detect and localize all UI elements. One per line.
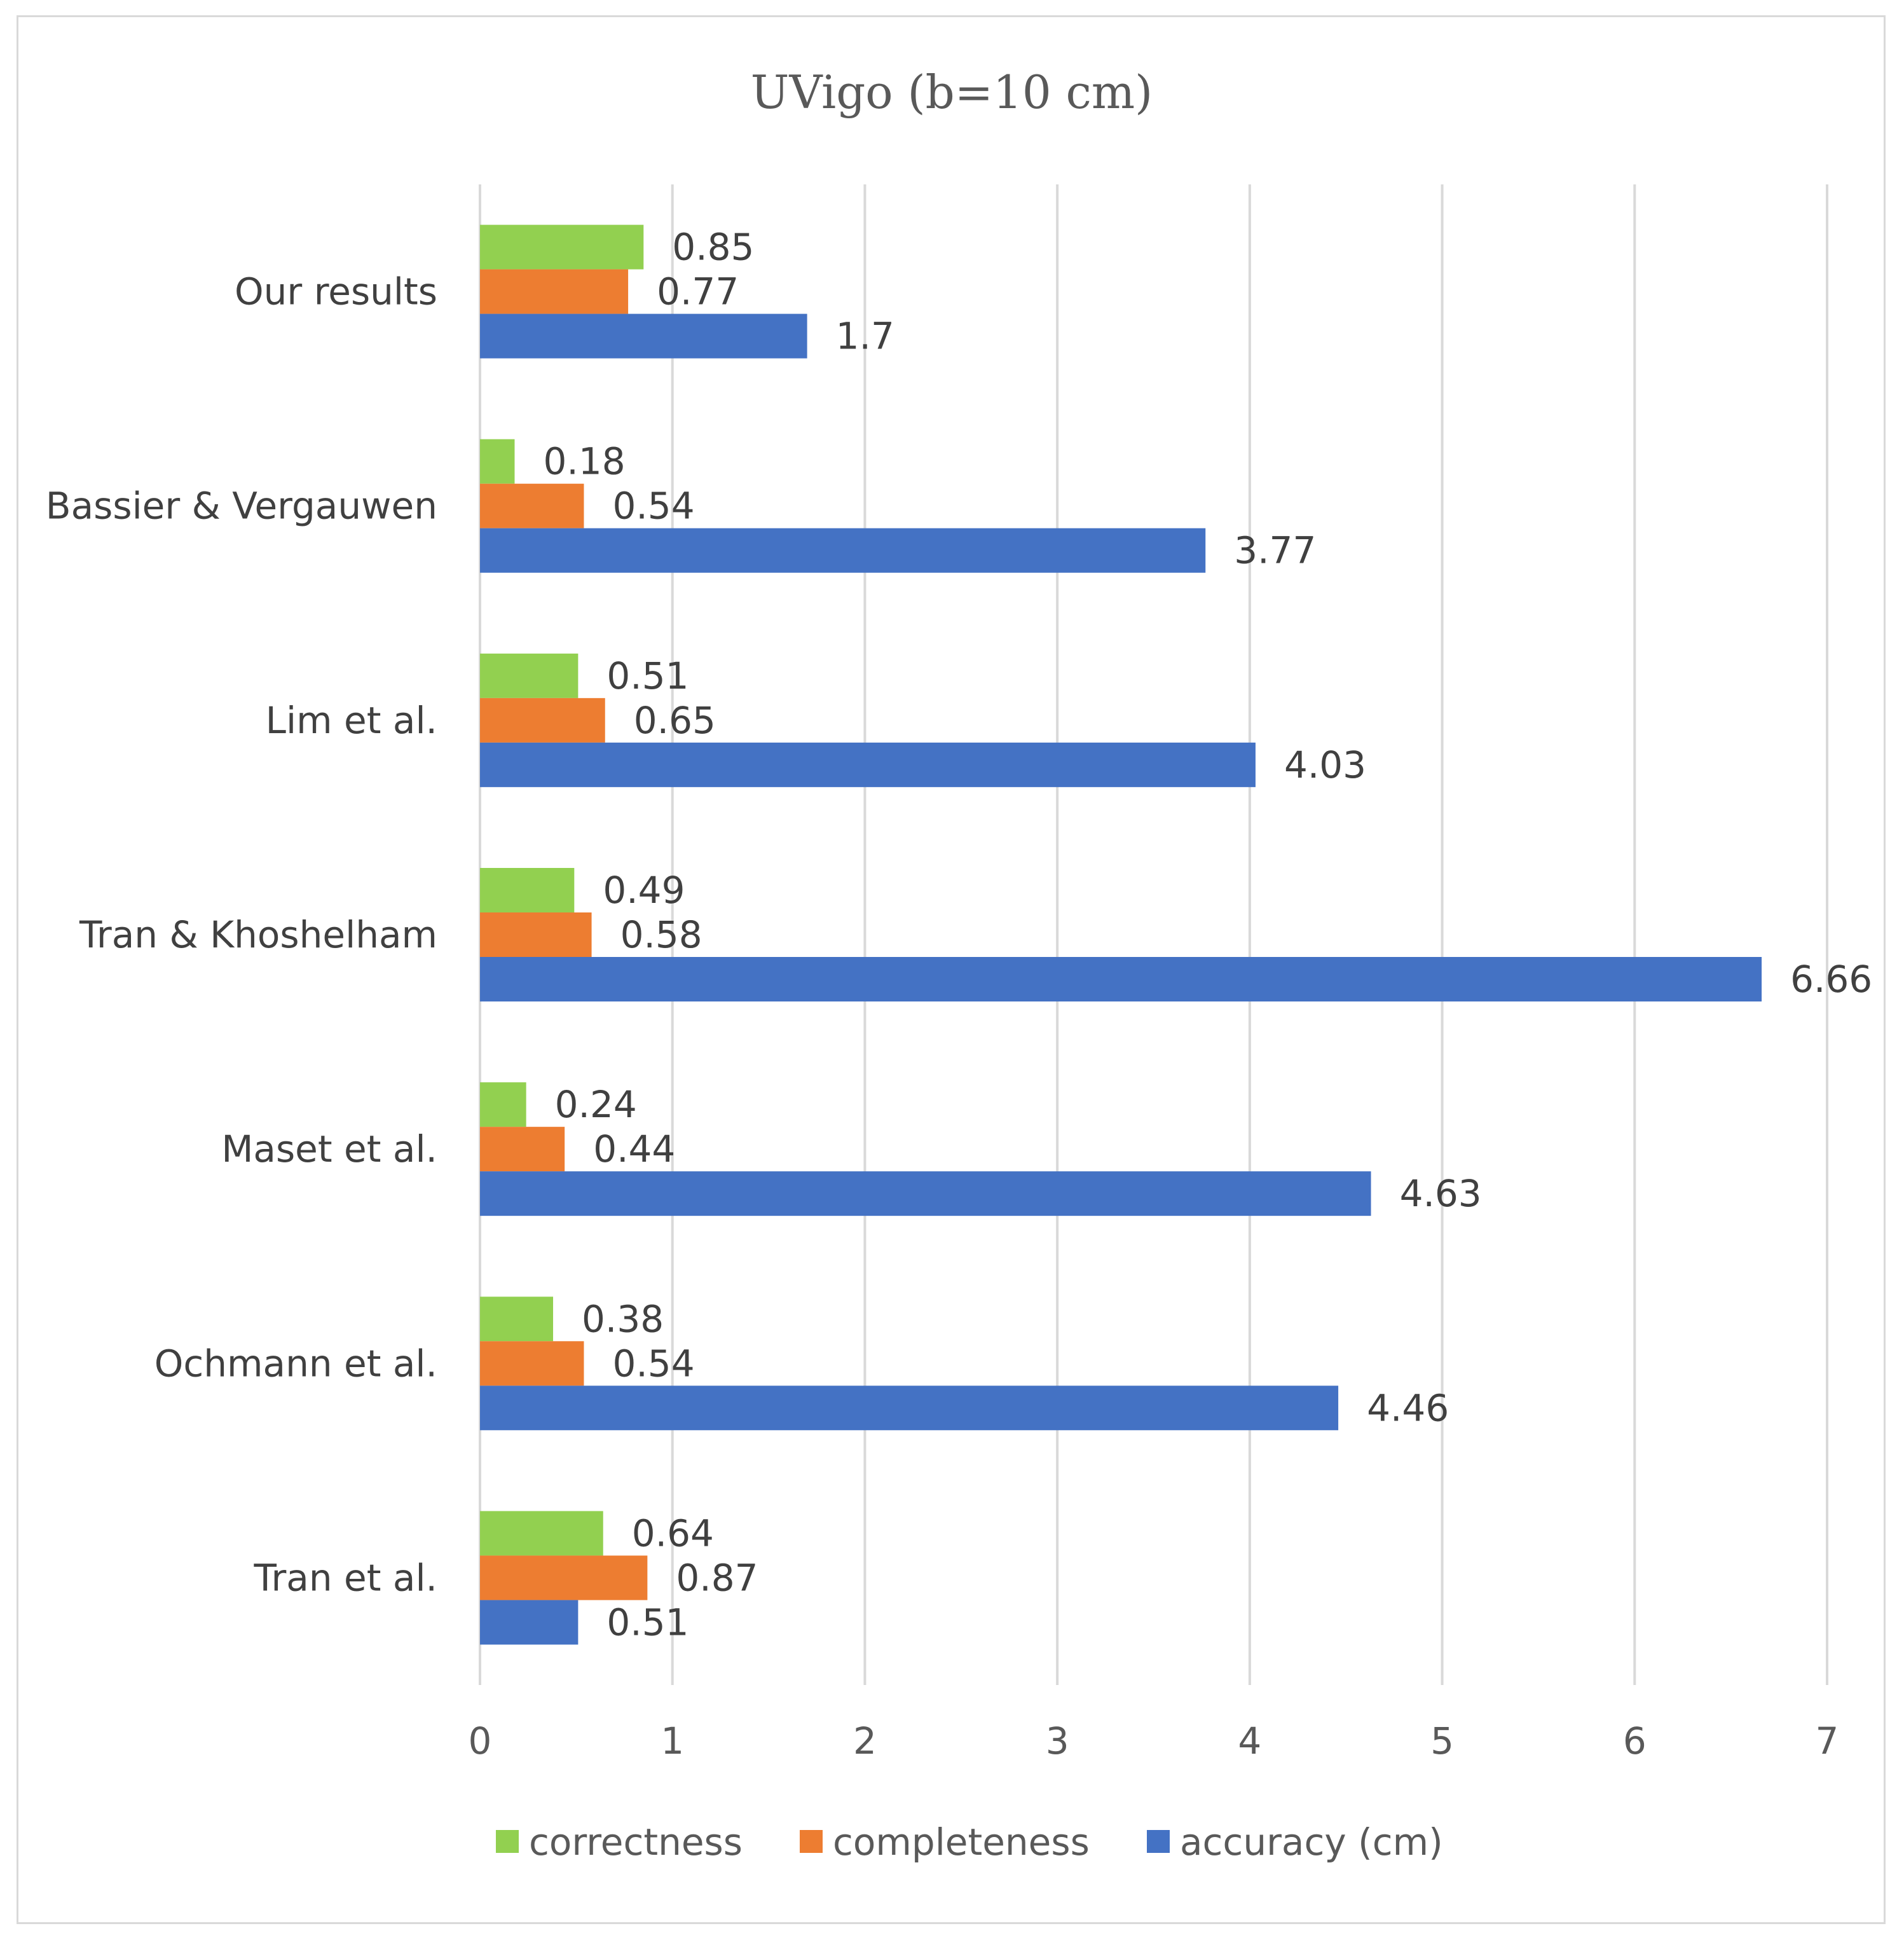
bar-accuracy-cm-maset-et-al xyxy=(480,1171,1371,1216)
bar-completeness-our-results xyxy=(480,269,629,314)
category-label-tran-khoshelham: Tran & Khoshelham xyxy=(79,913,437,956)
value-label-completeness-ochmann-et-al: 0.54 xyxy=(612,1342,694,1385)
x-tick-5: 5 xyxy=(1430,1719,1454,1763)
value-label-correctness-ochmann-et-al: 0.38 xyxy=(582,1297,664,1340)
legend-swatch-correctness xyxy=(496,1830,519,1853)
category-label-lim-et-al: Lim et al. xyxy=(266,699,437,742)
value-label-correctness-tran-et-al: 0.64 xyxy=(632,1511,714,1555)
value-label-correctness-bassier-vergauwen: 0.18 xyxy=(543,440,625,483)
value-labels: 0.850.771.70.180.543.770.510.654.030.490… xyxy=(543,226,1872,1644)
value-label-completeness-tran-et-al: 0.87 xyxy=(676,1556,758,1599)
legend-label-correctness: correctness xyxy=(529,1820,743,1864)
x-tick-7: 7 xyxy=(1816,1719,1839,1763)
category-label-tran-et-al: Tran et al. xyxy=(254,1556,437,1599)
value-label-accuracy-cm-ochmann-et-al: 4.46 xyxy=(1367,1386,1449,1429)
bar-correctness-lim-et-al xyxy=(480,653,579,698)
value-label-completeness-our-results: 0.77 xyxy=(657,270,739,313)
value-label-correctness-maset-et-al: 0.24 xyxy=(555,1083,637,1126)
legend-label-accuracy-cm: accuracy (cm) xyxy=(1180,1820,1443,1864)
legend-swatch-completeness xyxy=(800,1830,823,1853)
value-label-accuracy-cm-tran-khoshelham: 6.66 xyxy=(1790,958,1872,1001)
x-tick-3: 3 xyxy=(1046,1719,1069,1763)
x-tick-1: 1 xyxy=(661,1719,684,1763)
value-label-completeness-bassier-vergauwen: 0.54 xyxy=(612,485,694,528)
bar-completeness-maset-et-al xyxy=(480,1127,565,1172)
bar-accuracy-cm-tran-et-al xyxy=(480,1600,579,1645)
bar-completeness-bassier-vergauwen xyxy=(480,483,584,528)
x-tick-0: 0 xyxy=(469,1719,492,1763)
bar-correctness-bassier-vergauwen xyxy=(480,439,515,484)
bar-correctness-tran-et-al xyxy=(480,1511,603,1556)
category-label-maset-et-al: Maset et al. xyxy=(221,1127,437,1171)
value-label-accuracy-cm-our-results: 1.7 xyxy=(836,315,894,358)
bar-correctness-tran-khoshelham xyxy=(480,868,575,912)
chart-title: UVigo (b=10 cm) xyxy=(751,65,1153,119)
value-label-accuracy-cm-bassier-vergauwen: 3.77 xyxy=(1234,529,1316,572)
x-tick-2: 2 xyxy=(853,1719,877,1763)
category-label-ochmann-et-al: Ochmann et al. xyxy=(154,1342,437,1385)
value-label-accuracy-cm-lim-et-al: 4.03 xyxy=(1284,743,1366,787)
category-label-our-results: Our results xyxy=(235,270,437,313)
bar-completeness-tran-et-al xyxy=(480,1555,648,1600)
bar-completeness-lim-et-al xyxy=(480,698,605,743)
value-label-accuracy-cm-tran-et-al: 0.51 xyxy=(606,1600,688,1644)
value-label-correctness-our-results: 0.85 xyxy=(672,226,754,269)
legend: correctness completeness accuracy (cm) xyxy=(496,1820,1443,1864)
bar-correctness-ochmann-et-al xyxy=(480,1297,554,1342)
value-label-correctness-tran-khoshelham: 0.49 xyxy=(603,869,685,912)
bar-correctness-maset-et-al xyxy=(480,1082,526,1127)
bar-accuracy-cm-ochmann-et-al xyxy=(480,1386,1339,1431)
value-label-completeness-tran-khoshelham: 0.58 xyxy=(620,913,702,956)
value-label-completeness-lim-et-al: 0.65 xyxy=(634,699,716,742)
value-label-accuracy-cm-maset-et-al: 4.63 xyxy=(1400,1172,1482,1215)
bars xyxy=(480,224,1762,1645)
bar-accuracy-cm-lim-et-al xyxy=(480,742,1256,787)
bar-accuracy-cm-tran-khoshelham xyxy=(480,957,1762,1001)
bar-correctness-our-results xyxy=(480,224,644,270)
x-tick-4: 4 xyxy=(1238,1719,1261,1763)
category-label-bassier-vergauwen: Bassier & Vergauwen xyxy=(46,485,437,528)
bar-completeness-ochmann-et-al xyxy=(480,1341,584,1386)
legend-swatch-accuracy-cm xyxy=(1147,1830,1170,1853)
category-labels: Our results Bassier & Vergauwen Lim et al.… xyxy=(46,270,437,1600)
bar-accuracy-cm-our-results xyxy=(480,313,807,359)
bar-accuracy-cm-bassier-vergauwen xyxy=(480,528,1206,573)
value-label-correctness-lim-et-al: 0.51 xyxy=(606,654,688,698)
value-label-completeness-maset-et-al: 0.44 xyxy=(593,1127,675,1171)
x-tick-6: 6 xyxy=(1623,1719,1647,1763)
bar-completeness-tran-khoshelham xyxy=(480,912,592,957)
x-axis-ticks: 0 1 2 3 4 5 6 7 xyxy=(469,1719,1839,1763)
legend-label-completeness: completeness xyxy=(833,1820,1090,1864)
